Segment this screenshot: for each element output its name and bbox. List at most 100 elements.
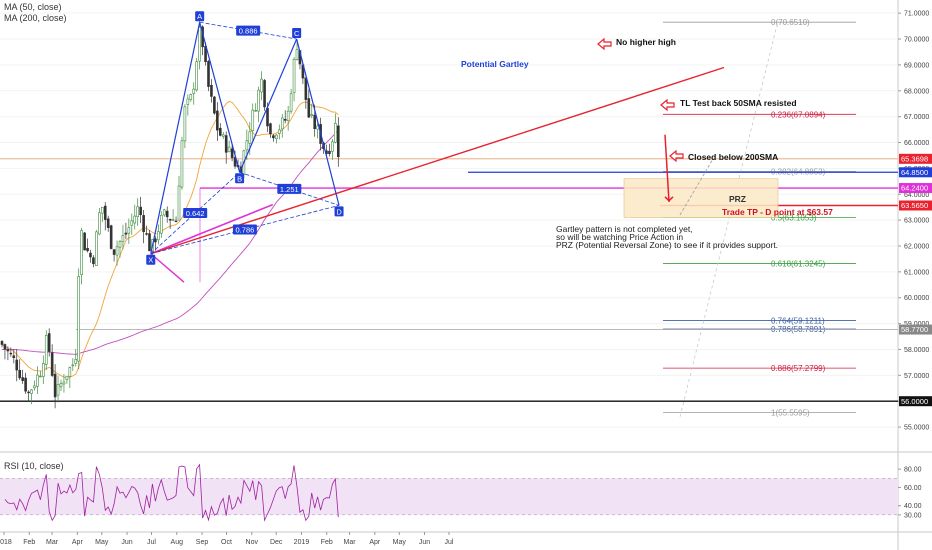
candle-body bbox=[307, 98, 311, 118]
rsi-tick-label: 80.00 bbox=[904, 467, 922, 474]
ratio-badge bbox=[236, 25, 261, 36]
y-tick-label: 71.0000 bbox=[904, 11, 929, 18]
y-tick-label: 58.0000 bbox=[904, 347, 929, 354]
candle-body bbox=[56, 384, 60, 396]
candle-body bbox=[183, 106, 187, 142]
pattern-point-marker bbox=[235, 173, 245, 184]
candle-body bbox=[133, 215, 137, 224]
candle-body bbox=[162, 209, 166, 216]
x-tick-label: Dec bbox=[270, 539, 283, 546]
candle-body bbox=[124, 232, 128, 235]
candle-body bbox=[139, 206, 142, 216]
candle-body bbox=[171, 219, 175, 221]
candle-body bbox=[145, 233, 148, 235]
x-tick-label: Apr bbox=[369, 539, 381, 546]
y-tick-label: 68.0000 bbox=[904, 88, 929, 95]
y-tick-label: 61.0000 bbox=[904, 269, 929, 276]
candle-body bbox=[142, 215, 145, 233]
candle-body bbox=[174, 220, 178, 223]
candle-body bbox=[65, 375, 69, 380]
candle-body bbox=[68, 367, 72, 377]
pattern-point-label: A bbox=[197, 12, 202, 21]
candle-body bbox=[227, 146, 231, 153]
tl-test-label: TL Test back 50SMA resisted bbox=[680, 98, 797, 108]
y-tick-label: 63.0000 bbox=[904, 218, 929, 225]
candle-body bbox=[334, 123, 337, 143]
x-tick-label: Nov bbox=[246, 539, 259, 546]
y-tick-label: 62.0000 bbox=[904, 243, 929, 250]
y-tick-label: 57.0000 bbox=[904, 373, 929, 380]
leg-cd bbox=[296, 38, 340, 206]
leg-ab bbox=[199, 22, 241, 173]
closed-below-label: Closed below 200SMA bbox=[688, 152, 778, 162]
candle-body bbox=[177, 185, 181, 221]
note-line-3: PRZ (Potential Reversal Zone) to see if … bbox=[556, 240, 778, 250]
candle-body bbox=[254, 110, 257, 112]
candle-body bbox=[292, 59, 296, 94]
price-tag-label: 65.3698 bbox=[901, 155, 928, 164]
rsi-band bbox=[0, 478, 898, 515]
candle-body bbox=[12, 355, 16, 358]
magenta-trendline bbox=[150, 203, 274, 255]
candle-body bbox=[283, 118, 287, 121]
fib-level-label: 0.618(61.3245) bbox=[771, 259, 826, 268]
candle-body bbox=[89, 252, 92, 258]
y-tick-label: 60.0000 bbox=[904, 295, 929, 302]
candle-body bbox=[192, 88, 196, 94]
candle-body bbox=[168, 218, 172, 221]
y-tick-label: 69.0000 bbox=[904, 62, 929, 69]
candle-body bbox=[118, 241, 122, 248]
price-tags: 65.3698 64.8500 64.2400 63.5650 58.7700 56.00… bbox=[899, 153, 932, 407]
candle-body bbox=[95, 231, 98, 266]
candle-body bbox=[230, 148, 234, 158]
fib-diagonal bbox=[679, 20, 779, 417]
x-tick-label: May bbox=[393, 539, 407, 546]
fib-level-label: 1(55.5595) bbox=[771, 409, 810, 418]
candle-body bbox=[109, 225, 113, 249]
x-tick-label: Aug bbox=[171, 539, 184, 546]
fib-level-label: 0.5(63.1053) bbox=[771, 213, 817, 222]
candle-body bbox=[219, 127, 222, 136]
candle-body bbox=[289, 93, 293, 112]
candle-body bbox=[92, 257, 95, 265]
candle-body bbox=[224, 135, 228, 153]
price-tag-label: 63.5650 bbox=[901, 201, 928, 210]
price-tag bbox=[899, 153, 932, 164]
fib-level-label: 0.886(57.2799) bbox=[771, 364, 826, 373]
rsi-legend: RSI (10, close) bbox=[4, 461, 64, 471]
candle-body bbox=[295, 49, 299, 61]
y-tick-label: 64.0000 bbox=[904, 192, 929, 199]
x-tick-label: Apr bbox=[72, 539, 84, 546]
ratio-label: 1.251 bbox=[280, 185, 299, 194]
x-tick-label: Mar bbox=[46, 539, 59, 546]
candle-body bbox=[59, 383, 63, 388]
rsi-tick-label: 30.00 bbox=[904, 512, 922, 519]
candle-body bbox=[304, 77, 308, 100]
candle-body bbox=[130, 220, 134, 226]
candle-body bbox=[275, 134, 278, 140]
candle-body bbox=[101, 207, 104, 214]
pattern-point-marker bbox=[146, 254, 156, 265]
candle-body bbox=[257, 89, 260, 112]
y-tick-label: 66.0000 bbox=[904, 140, 929, 147]
candle-body bbox=[186, 98, 190, 105]
x-tick-label: 2019 bbox=[294, 539, 310, 546]
candle-body bbox=[112, 249, 116, 255]
candle-body bbox=[106, 218, 110, 228]
time-axis: 2018 Feb Mar Apr May Jun Jul Aug Sep Oct Nov Dec 201… bbox=[0, 532, 454, 546]
ratio-label: 0.886 bbox=[239, 27, 258, 36]
price-tag bbox=[899, 167, 932, 178]
x-tick-label: Oct bbox=[221, 539, 232, 546]
candle-body bbox=[263, 80, 266, 108]
candle-body bbox=[310, 114, 314, 116]
candle-body bbox=[336, 125, 340, 157]
candle-body bbox=[47, 333, 51, 352]
candle-body bbox=[36, 374, 39, 387]
callout-arrow bbox=[597, 37, 612, 51]
candle-body bbox=[272, 135, 275, 139]
y-tick-label: 70.0000 bbox=[904, 37, 929, 44]
trade-tp-label: Trade TP - D point at $63.57 bbox=[722, 207, 833, 217]
note-line-1: Gartley pattern is not completed yet, bbox=[556, 224, 693, 234]
